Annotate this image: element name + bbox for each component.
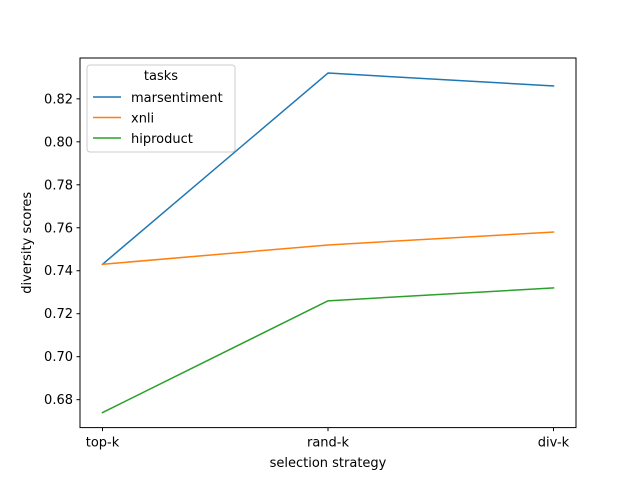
legend-box: [86, 64, 236, 153]
legend-label-marsentiment: marsentiment: [131, 91, 223, 106]
y-tick-label: 0.76: [44, 221, 73, 236]
series-line-hiproduct: [101, 287, 555, 414]
x-tick-label: top-k: [86, 436, 120, 451]
series-line-marsentiment: [101, 72, 555, 266]
x-axis-title: selection strategy: [270, 456, 387, 471]
y-tick-label: 0.80: [44, 135, 73, 150]
x-tick-label: rand-k: [307, 436, 349, 451]
y-tick-label: 0.72: [44, 307, 73, 322]
y-tick-label: 0.74: [44, 264, 73, 279]
legend-label-xnli: xnli: [131, 112, 154, 127]
y-tick-label: 0.82: [44, 92, 73, 107]
legend-label-hiproduct: hiproduct: [131, 132, 193, 147]
legend-title: tasks: [144, 69, 178, 84]
chart-marks: [101, 72, 555, 414]
y-axis: 0.68 0.70 0.72 0.74 0.76 0.78 0.80 0.82: [44, 92, 80, 408]
series-line-xnli: [101, 231, 555, 266]
x-axis: top-k rand-k div-k: [86, 427, 570, 451]
legend: tasks marsentiment xnli hiproduct: [86, 64, 236, 153]
y-tick-label: 0.68: [44, 393, 73, 408]
x-tick-label: div-k: [538, 436, 570, 451]
y-axis-title: diversity scores: [20, 192, 35, 294]
y-tick-label: 0.70: [44, 350, 73, 365]
y-tick-label: 0.78: [44, 178, 73, 193]
